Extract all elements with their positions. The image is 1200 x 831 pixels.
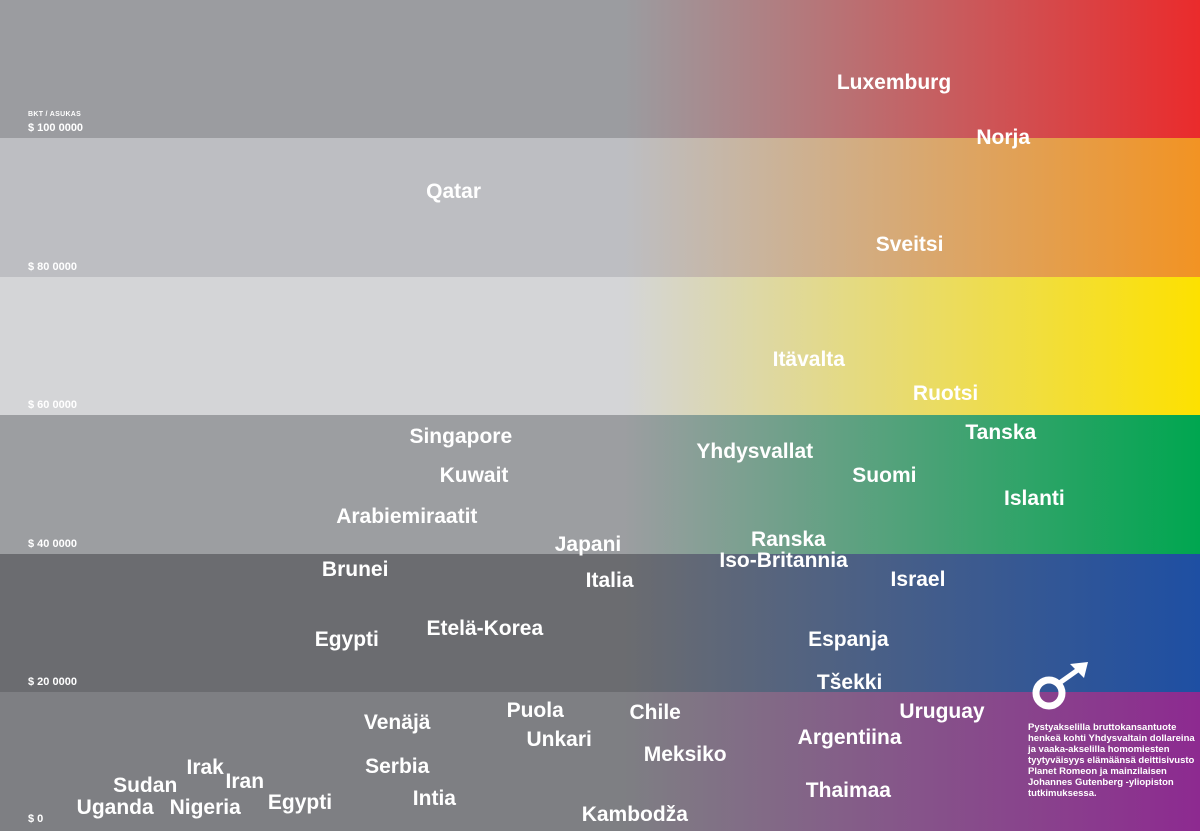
country-label: Japani <box>554 533 622 557</box>
country-label: Brunei <box>321 557 389 581</box>
band-3 <box>0 276 1200 416</box>
country-label: Meksiko <box>643 742 727 766</box>
country-label: Kambodža <box>581 803 688 827</box>
country-label: Etelä-Korea <box>426 617 544 641</box>
band-4 <box>0 415 1200 554</box>
country-label: Uruguay <box>899 699 985 723</box>
country-label: Chile <box>629 701 681 725</box>
country-label: Uganda <box>76 796 154 820</box>
country-label: Intia <box>412 787 456 811</box>
country-label: Tšekki <box>816 671 883 695</box>
country-label: Italia <box>585 568 634 592</box>
country-label: Sveitsi <box>875 233 944 257</box>
country-label: Israel <box>890 568 946 592</box>
band-5 <box>0 553 1200 693</box>
band-6 <box>0 692 1200 831</box>
country-label: Luxemburg <box>836 70 952 94</box>
country-label: Itävalta <box>772 347 845 371</box>
country-label: Ruotsi <box>912 382 979 406</box>
country-label: Qatar <box>426 180 482 204</box>
country-label: Norja <box>976 126 1031 149</box>
country-label: Serbia <box>365 754 430 778</box>
country-label: Venäjä <box>363 710 431 734</box>
country-label: Thaimaa <box>805 779 891 803</box>
y-tick-label: $ 40 0000 <box>28 537 77 550</box>
country-label: Singapore <box>409 425 513 449</box>
country-label: Tanska <box>965 421 1037 445</box>
country-label: Arabiemiraatit <box>336 505 478 529</box>
country-label: Nigeria <box>169 796 241 820</box>
country-label: Egypti <box>267 791 333 815</box>
country-label: Argentiina <box>797 726 902 750</box>
y-tick-label: $ 0 <box>28 813 44 825</box>
y-tick-label: $ 60 0000 <box>28 399 77 412</box>
country-label: Ranska <box>751 527 826 551</box>
band-2 <box>0 138 1200 277</box>
country-label: Iran <box>225 769 265 793</box>
male-symbol-icon <box>1032 662 1088 710</box>
country-label: Sudan <box>113 773 178 797</box>
y-tick-label: $ 20 0000 <box>28 676 77 689</box>
country-label: Kuwait <box>439 464 509 488</box>
chart-note: Pystyakselilla bruttokansantuote henkeä … <box>1028 722 1195 799</box>
country-label: Iso-Britannia <box>719 549 848 573</box>
band-1 <box>0 0 1200 138</box>
y-axis-label: BKT / ASUKAS <box>28 111 82 118</box>
country-label: Irak <box>186 755 224 779</box>
country-label: Islanti <box>1004 487 1065 511</box>
country-label: Espanja <box>808 627 889 651</box>
country-label: Unkari <box>526 728 592 752</box>
country-label: Egypti <box>314 628 379 652</box>
country-label: Suomi <box>852 464 917 488</box>
country-label: Puola <box>506 699 564 723</box>
y-tick-label: $ 100 0000 <box>28 122 84 134</box>
y-tick-label: $ 80 0000 <box>28 260 77 273</box>
country-label: Yhdysvallat <box>696 439 814 463</box>
